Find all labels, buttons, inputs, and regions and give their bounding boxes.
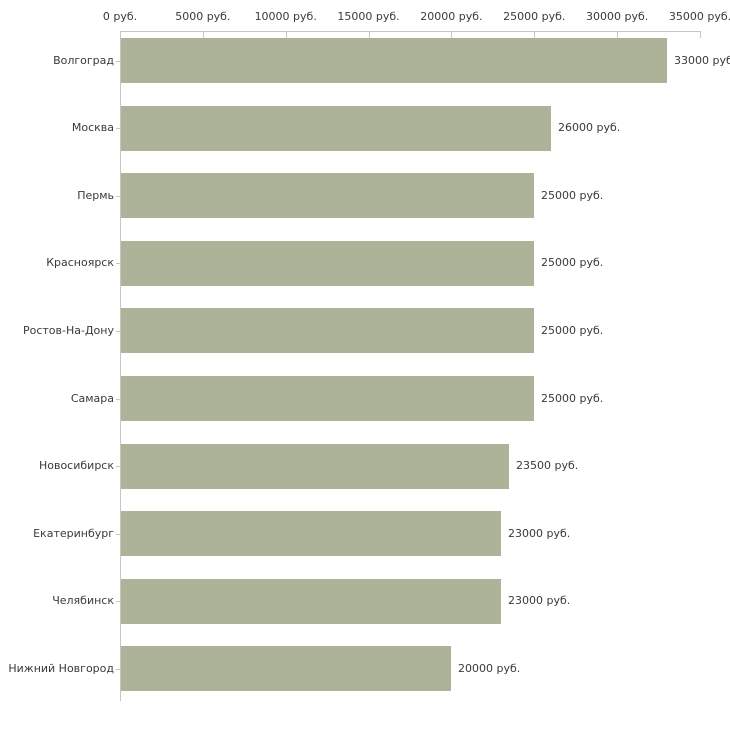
category-tick-mark: [116, 669, 121, 670]
x-axis-tick-label: 15000 руб.: [337, 10, 400, 23]
bar-5: [121, 376, 534, 421]
x-axis-tick-mark: [286, 31, 287, 38]
value-label: 25000 руб.: [541, 188, 604, 202]
bar-2: [121, 173, 534, 218]
value-label: 25000 руб.: [541, 391, 604, 405]
bar-3: [121, 241, 534, 286]
category-tick-mark: [116, 61, 121, 62]
x-axis-tick-label: 0 руб.: [102, 10, 138, 23]
bar-0: [121, 38, 667, 83]
x-axis-tick-mark: [700, 31, 701, 38]
x-axis-tick-mark: [451, 31, 452, 38]
category-tick-mark: [116, 263, 121, 264]
y-axis-line: [120, 31, 121, 701]
x-axis-tick-label: 20000 руб.: [420, 10, 483, 23]
category-tick-mark: [116, 196, 121, 197]
x-axis-tick-label: 5000 руб.: [175, 10, 231, 23]
value-label: 33000 руб: [674, 53, 730, 67]
x-axis-tick-mark: [534, 31, 535, 38]
x-axis-tick-label: 25000 руб.: [503, 10, 566, 23]
bar-4: [121, 308, 534, 353]
value-label: 20000 руб.: [458, 661, 521, 675]
category-label: Челябинск: [52, 594, 114, 608]
bar-1: [121, 106, 551, 151]
x-axis-tick-label: 35000 руб.: [668, 10, 730, 23]
category-label: Волгоград: [53, 53, 114, 67]
x-axis-tick-label: 30000 руб.: [586, 10, 649, 23]
value-label: 25000 руб.: [541, 323, 604, 337]
x-axis-tick-label: 10000 руб.: [254, 10, 317, 23]
category-label: Новосибирск: [38, 459, 114, 473]
bar-7: [121, 511, 501, 556]
bar-8: [121, 579, 501, 624]
x-axis-tick-mark: [617, 31, 618, 38]
category-label: Нижний Новгород: [8, 661, 114, 675]
bar-9: [121, 646, 451, 691]
bar-6: [121, 444, 509, 489]
category-label: Пермь: [77, 188, 114, 202]
x-axis-tick-mark: [203, 31, 204, 38]
value-label: 23500 руб.: [516, 459, 579, 473]
value-label: 23000 руб.: [508, 594, 571, 608]
category-tick-mark: [116, 534, 121, 535]
category-tick-mark: [116, 331, 121, 332]
category-label: Ростов-На-Дону: [22, 323, 114, 337]
category-label: Самара: [70, 391, 114, 405]
value-label: 23000 руб.: [508, 526, 571, 540]
category-tick-mark: [116, 466, 121, 467]
value-label: 26000 руб.: [558, 121, 621, 135]
category-tick-mark: [116, 128, 121, 129]
category-label: Екатеринбург: [33, 526, 114, 540]
category-label: Москва: [71, 121, 114, 135]
x-axis-line: [120, 31, 701, 32]
x-axis-tick-mark: [369, 31, 370, 38]
category-label: Красноярск: [46, 256, 114, 270]
category-tick-mark: [116, 399, 121, 400]
category-tick-mark: [116, 601, 121, 602]
value-label: 25000 руб.: [541, 256, 604, 270]
